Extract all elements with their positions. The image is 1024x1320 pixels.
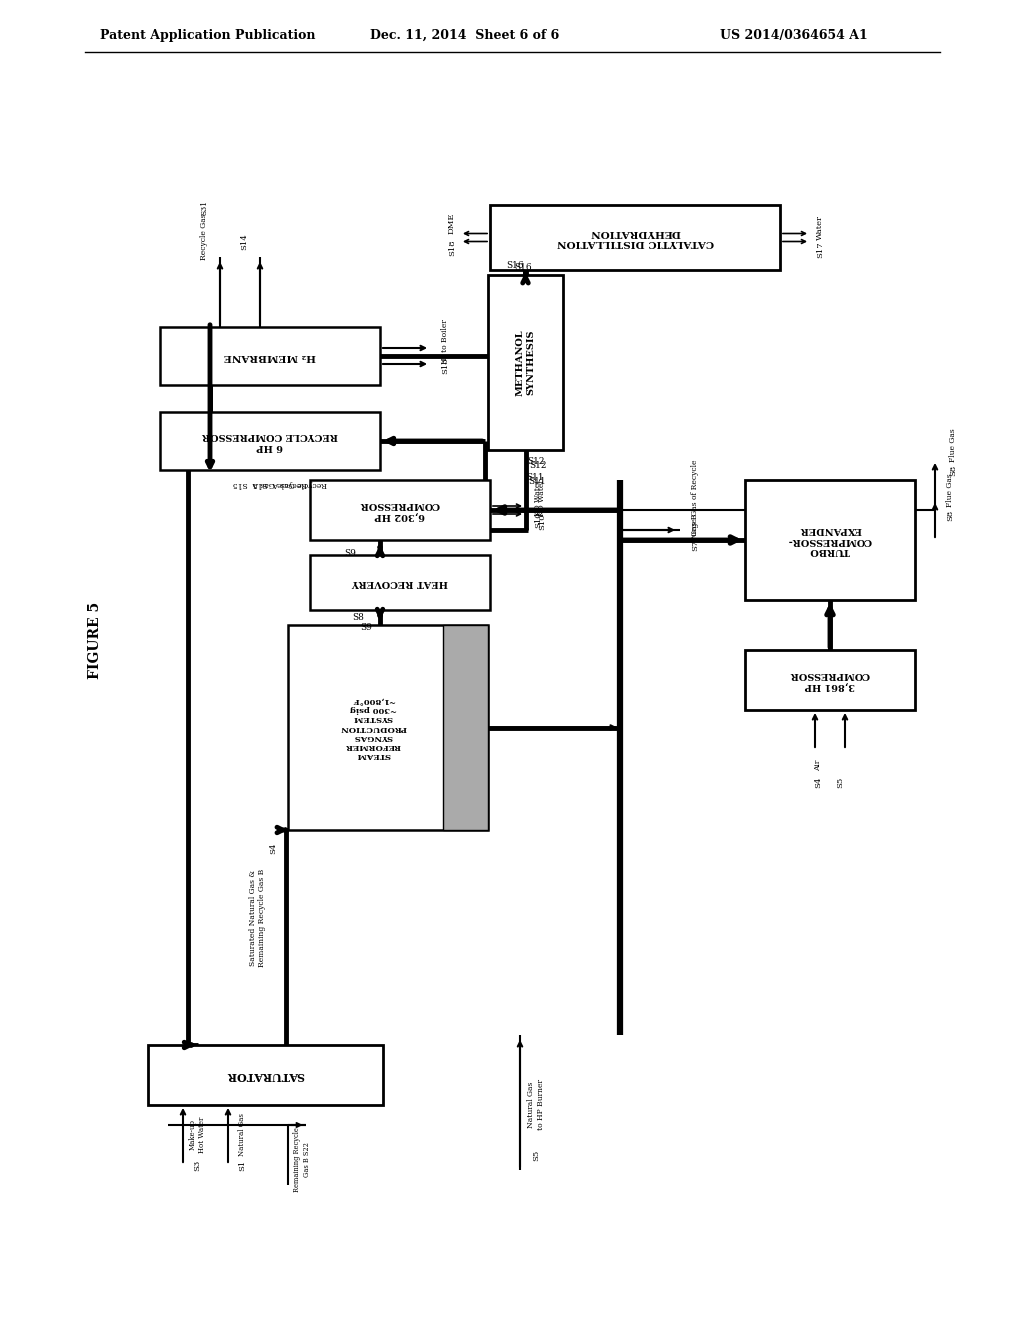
Text: S11: S11 [526, 474, 545, 483]
Text: 3,861 HP
COMPRESSOR: 3,861 HP COMPRESSOR [790, 671, 870, 690]
Text: FIGURE 5: FIGURE 5 [88, 602, 102, 678]
Text: S9: S9 [344, 549, 356, 558]
Text: Recycle Gas A  S15: Recycle Gas A S15 [232, 480, 307, 488]
Text: Water: Water [816, 215, 824, 240]
Bar [745, 480, 915, 601]
Text: Remaining Recycle
Gas B S22: Remaining Recycle Gas B S22 [294, 1127, 310, 1192]
Text: Air: Air [814, 759, 822, 771]
Text: S16: S16 [507, 260, 524, 269]
Bar [443, 624, 488, 830]
Text: S4: S4 [814, 776, 822, 788]
Text: S4: S4 [269, 842, 278, 854]
Bar [310, 480, 490, 540]
Text: STEAM
REFORMER
SYNGAS
PRODUCTION
SYSTEM
~300 psig
~1,800°F: STEAM REFORMER SYNGAS PRODUCTION SYSTEM … [340, 696, 407, 759]
Text: S18: S18 [449, 239, 456, 256]
Text: S9: S9 [360, 623, 372, 632]
Text: Purge Gas of Recycle: Purge Gas of Recycle [691, 459, 699, 541]
Text: S3: S3 [193, 1159, 201, 1171]
Text: S8: S8 [946, 510, 954, 520]
Text: Natural Gas
to HP Burner: Natural Gas to HP Burner [527, 1080, 545, 1130]
Text: S12: S12 [526, 458, 544, 466]
Text: S16: S16 [515, 263, 532, 272]
Text: Flue Gas: Flue Gas [949, 428, 957, 462]
Text: S11: S11 [528, 478, 547, 487]
Text: CATALYTIC DISTILLATION
DEHYDRATION: CATALYTIC DISTILLATION DEHYDRATION [556, 228, 714, 247]
Text: HEAT RECOVERY: HEAT RECOVERY [352, 578, 449, 587]
Text: H₂ MEMBRANE: H₂ MEMBRANE [224, 351, 316, 360]
Text: Patent Application Publication: Patent Application Publication [100, 29, 315, 41]
Text: Gas B: Gas B [691, 513, 699, 536]
Text: S5: S5 [836, 776, 844, 788]
Text: S8: S8 [949, 465, 957, 475]
Text: 6,302 HP
COMPRESSOR: 6,302 HP COMPRESSOR [359, 500, 440, 520]
Text: 6 HP
RECYCLE COMPRESSOR: 6 HP RECYCLE COMPRESSOR [202, 432, 338, 450]
Text: S5: S5 [532, 1150, 540, 1160]
Text: S14: S14 [240, 234, 248, 251]
Bar [160, 327, 380, 385]
Text: S31: S31 [200, 199, 208, 215]
Text: KO Water: KO Water [538, 479, 546, 516]
Text: S17: S17 [816, 242, 824, 257]
Text: S12: S12 [528, 462, 546, 470]
Text: Recycle Gas A  S15: Recycle Gas A S15 [253, 480, 327, 488]
Text: Dec. 11, 2014  Sheet 6 of 6: Dec. 11, 2014 Sheet 6 of 6 [370, 29, 559, 41]
Text: DME: DME [449, 213, 456, 234]
Text: US 2014/0364654 A1: US 2014/0364654 A1 [720, 29, 867, 41]
Text: Make-up
Hot Water: Make-up Hot Water [188, 1117, 206, 1154]
Bar [488, 275, 563, 450]
Bar [310, 554, 490, 610]
Text: S10: S10 [534, 512, 542, 528]
Bar [160, 412, 380, 470]
Text: Saturated Natural Gas &
Remaining Recycle Gas B: Saturated Natural Gas & Remaining Recycl… [249, 869, 266, 966]
Text: SATURATOR: SATURATOR [226, 1069, 304, 1081]
Bar [490, 205, 780, 271]
Text: Flue Gas: Flue Gas [946, 473, 954, 507]
Text: H₂ to Boiler: H₂ to Boiler [441, 319, 449, 364]
Text: S8: S8 [352, 612, 364, 622]
Bar [288, 624, 488, 830]
Text: METHANOL
SYNTHESIS: METHANOL SYNTHESIS [516, 329, 536, 396]
Text: TURBO
COMPRESSOR-
EXPANDER: TURBO COMPRESSOR- EXPANDER [787, 525, 872, 554]
Text: S1: S1 [238, 1159, 246, 1171]
Text: S13: S13 [441, 358, 449, 375]
Bar [148, 1045, 383, 1105]
Text: S7: S7 [691, 540, 699, 550]
Text: Recycle Gas: Recycle Gas [200, 214, 208, 260]
Text: Natural Gas: Natural Gas [238, 1114, 246, 1156]
Bar [745, 649, 915, 710]
Text: KO Water: KO Water [534, 479, 542, 516]
Text: S10: S10 [538, 513, 546, 531]
